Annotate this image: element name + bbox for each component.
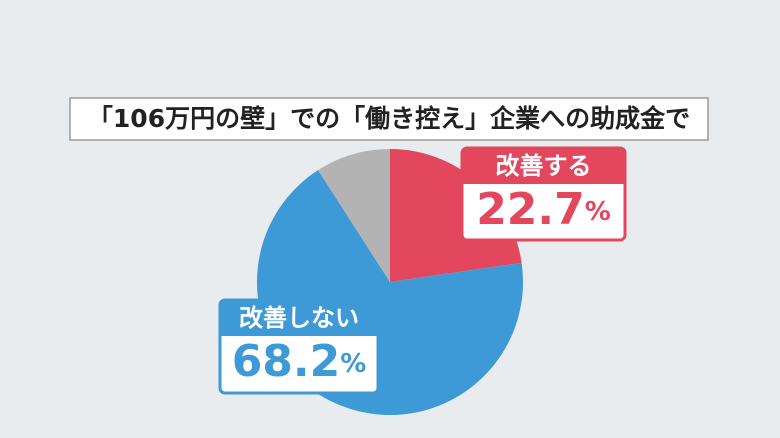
value-unit: % (585, 197, 611, 227)
category-label: 改善する (496, 152, 592, 180)
label-header (220, 300, 378, 336)
value-label: 68.2% (232, 336, 367, 387)
value-unit: % (340, 349, 366, 379)
category-label: 改善しない (239, 304, 359, 332)
chart-title: 「106万円の壁」での「働き控え」企業への助成金で (88, 104, 690, 133)
value-label: 22.7% (476, 184, 611, 235)
value-number: 22.7 (476, 184, 585, 235)
value-number: 68.2 (232, 336, 341, 387)
pie-slice (318, 149, 390, 282)
title-box (69, 97, 709, 141)
pie-slice (390, 149, 522, 282)
label-header (462, 148, 625, 184)
